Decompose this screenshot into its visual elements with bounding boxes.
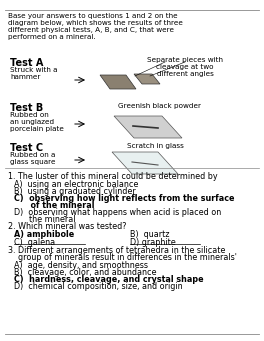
Text: B)  cleavage, color, and abundance: B) cleavage, color, and abundance xyxy=(14,268,157,277)
Text: C)  observing how light reflects from the surface: C) observing how light reflects from the… xyxy=(14,194,234,203)
Text: Separate pieces with
cleavage at two
different angles: Separate pieces with cleavage at two dif… xyxy=(147,57,223,77)
Text: Greenish black powder: Greenish black powder xyxy=(119,103,201,109)
Text: group of minerals result in differences in the minerals': group of minerals result in differences … xyxy=(8,253,237,262)
Text: Test C: Test C xyxy=(10,143,43,153)
Text: of the mineral: of the mineral xyxy=(14,201,95,210)
Text: A) amphibole: A) amphibole xyxy=(14,230,74,239)
Text: 3. Different arrangements of tetrahedra in the silicate: 3. Different arrangements of tetrahedra … xyxy=(8,246,225,255)
Text: Test A: Test A xyxy=(10,58,43,68)
Text: C)  hardness, cleavage, and crystal shape: C) hardness, cleavage, and crystal shape xyxy=(14,275,204,284)
Text: B)  quartz: B) quartz xyxy=(130,230,169,239)
Text: B)  using a graduated cylinder: B) using a graduated cylinder xyxy=(14,187,136,196)
Polygon shape xyxy=(134,74,160,84)
Text: Struck with a
hammer: Struck with a hammer xyxy=(10,67,58,80)
Text: the mineral: the mineral xyxy=(14,215,76,224)
Text: Base your answers to questions 1 and 2 on the
diagram below, which shows the res: Base your answers to questions 1 and 2 o… xyxy=(8,13,183,40)
Text: Rubbed on
an unglazed
porcelain plate: Rubbed on an unglazed porcelain plate xyxy=(10,112,64,132)
Text: A)  using an electronic balance: A) using an electronic balance xyxy=(14,180,138,189)
Polygon shape xyxy=(114,116,182,138)
Text: D)  observing what happens when acid is placed on: D) observing what happens when acid is p… xyxy=(14,208,221,217)
Text: Scratch in glass: Scratch in glass xyxy=(126,143,183,149)
Text: A)  age, density, and smoothness: A) age, density, and smoothness xyxy=(14,261,148,270)
Text: Test B: Test B xyxy=(10,103,43,113)
Text: C)  galena: C) galena xyxy=(14,238,55,247)
Text: D) graphite: D) graphite xyxy=(130,238,176,247)
Polygon shape xyxy=(112,152,178,174)
Text: 2. Which mineral was tested?: 2. Which mineral was tested? xyxy=(8,222,126,231)
Text: D)  chemical composition, size, and origin: D) chemical composition, size, and origi… xyxy=(14,282,183,291)
Text: Rubbed on a
glass square: Rubbed on a glass square xyxy=(10,152,55,165)
Polygon shape xyxy=(100,75,136,89)
Text: 1. The luster of this mineral could be determined by: 1. The luster of this mineral could be d… xyxy=(8,172,218,181)
